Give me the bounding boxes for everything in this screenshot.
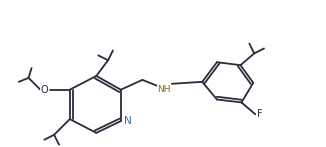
Text: O: O	[40, 85, 48, 95]
Text: NH: NH	[157, 85, 171, 94]
Text: F: F	[257, 109, 263, 119]
Text: N: N	[124, 116, 132, 126]
